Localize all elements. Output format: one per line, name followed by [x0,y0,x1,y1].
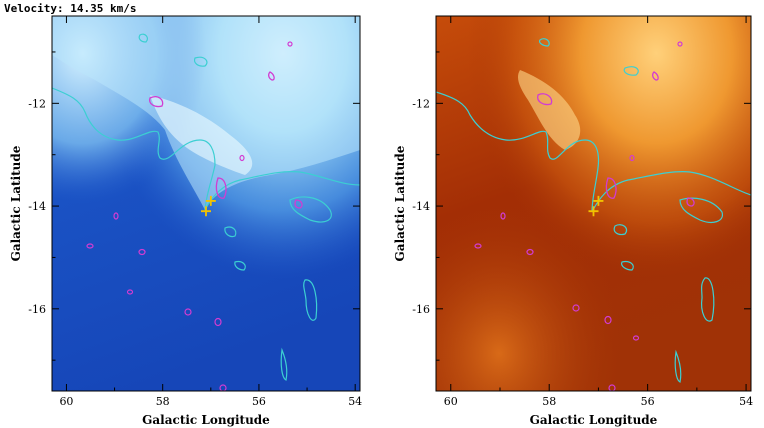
left-x-tick-label: 56 [252,395,266,408]
right-x-axis-label: Galactic Longitude [530,413,658,427]
right-plot-frame [435,15,752,392]
right-y-axis-label: Galactic Latitude [393,145,407,261]
left-y-axis-label: Galactic Latitude [9,145,23,261]
right-y-tick-label: -12 [412,97,430,110]
right-x-tick-label: 56 [641,395,655,408]
left-plot-frame [51,15,361,392]
right-plus-marker [593,195,604,206]
right-x-tick-label: 58 [542,395,556,408]
right-image [436,16,751,391]
left-contours [52,33,360,391]
left-x-axis-label: Galactic Longitude [142,413,270,427]
left-image [52,16,360,391]
right-y-tick-label: -16 [412,303,430,316]
right-contours [436,38,751,391]
right-panel: 60 58 56 54 -12 -14 -16 Galactic Longitude Galac… [393,15,753,427]
left-x-tick-label: 60 [59,395,73,408]
right-plus-marker [588,206,599,217]
left-y-tick-label: -12 [28,97,46,110]
right-x-tick-label: 60 [444,395,458,408]
left-x-tick-label: 54 [348,395,362,408]
right-x-tick-label: 54 [739,395,753,408]
left-plus-marker [205,195,216,206]
right-axes: 60 58 56 54 -12 -14 -16 Galactic Longitude Galac… [393,15,753,427]
velocity-label: Velocity: 14.35 km/s [4,2,137,15]
right-y-tick-label: -14 [412,200,430,213]
left-x-tick-label: 58 [156,395,170,408]
left-axes: 60 58 56 54 -12 -14 -16 Galactic Longitude Galac… [9,15,362,427]
left-panel: 60 58 56 54 -12 -14 -16 Galactic Longitude Galac… [9,15,362,427]
left-markers [201,195,216,217]
left-plus-marker [201,206,211,217]
left-y-tick-label: -14 [28,200,46,213]
right-markers [588,195,604,217]
left-y-tick-label: -16 [28,303,46,316]
